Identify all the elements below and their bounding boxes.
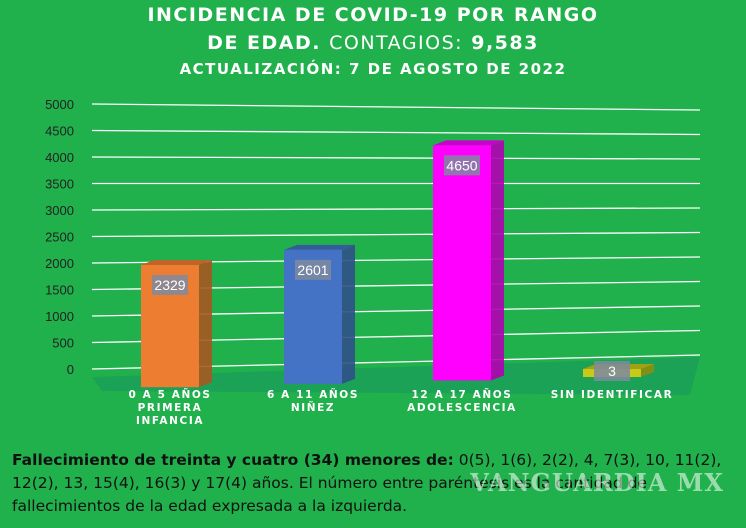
data-label: 4650 xyxy=(446,157,477,173)
chart-subtitle: ACTUALIZACIÓN: 7 DE AGOSTO DE 2022 xyxy=(179,60,567,78)
data-label: 2601 xyxy=(297,262,328,278)
y-tick-label: 2500 xyxy=(45,230,74,245)
y-tick-label: 5000 xyxy=(45,97,74,112)
y-tick-label: 1500 xyxy=(45,283,74,298)
chart-title-line1: INCIDENCIA DE COVID-19 POR RANGO xyxy=(147,4,599,26)
bar-chart: 0 500 1000 1500 2000 2500 3000 3500 4000 4500 5000… xyxy=(45,97,701,427)
y-tick-label: 4500 xyxy=(45,124,74,139)
data-label-box xyxy=(152,274,188,295)
bar-top xyxy=(433,140,504,146)
title-age-text: DE EDAD. xyxy=(207,32,321,54)
y-tick-label: 500 xyxy=(52,336,74,351)
y-tick-label: 3000 xyxy=(45,203,74,218)
bar-side xyxy=(199,259,212,388)
gridline xyxy=(91,103,701,111)
bar xyxy=(433,145,491,381)
gridline xyxy=(91,231,701,238)
footer-text: 0(5), 1(6), 2(2), 4, 7(3), 10, 11(2), 12… xyxy=(12,451,722,515)
y-tick-label: 1000 xyxy=(45,309,74,324)
bar-top xyxy=(141,259,212,265)
x-category-label: 0 A 5 AÑOS xyxy=(128,388,211,401)
gridline xyxy=(91,207,701,211)
x-category-label: ADOLESCENCIA xyxy=(407,402,517,414)
bar-top xyxy=(284,244,355,250)
y-tick-label: 0 xyxy=(67,362,74,377)
chart-floor xyxy=(92,357,700,395)
chart-title-line2: DE EDAD. CONTAGIOS: 9,583 xyxy=(0,32,746,54)
bar-side xyxy=(641,364,654,378)
x-category-label: PRIMERA xyxy=(138,402,203,414)
data-label-box xyxy=(594,361,630,382)
data-label: 3 xyxy=(608,363,616,379)
title-total-value: 9,583 xyxy=(471,32,539,54)
y-tick-label: 4000 xyxy=(45,150,74,165)
bar-side xyxy=(491,140,504,381)
data-label: 2329 xyxy=(154,277,185,293)
x-category-label: SIN IDENTIFICAR xyxy=(551,389,674,401)
x-category-label: NIÑEZ xyxy=(291,401,335,414)
watermark-logo: VANGUARDIA MX xyxy=(470,468,724,497)
footer-note: Fallecimiento de treinta y cuatro (34) m… xyxy=(12,449,738,518)
gridline xyxy=(91,129,701,136)
y-tick-label: 3500 xyxy=(45,177,74,192)
bar-side xyxy=(342,244,355,384)
title-contagios-label: CONTAGIOS: xyxy=(329,32,464,54)
x-category-label: INFANCIA xyxy=(136,415,204,427)
data-label-box xyxy=(444,155,480,176)
y-tick-label: 2000 xyxy=(45,256,74,271)
footer-bold-text: Fallecimiento de treinta y cuatro (34) m… xyxy=(12,451,454,469)
gridline xyxy=(91,156,701,160)
x-category-label: 12 A 17 AÑOS xyxy=(412,388,513,401)
x-category-label: 6 A 11 AÑOS xyxy=(267,388,359,401)
data-label-box xyxy=(295,259,331,280)
